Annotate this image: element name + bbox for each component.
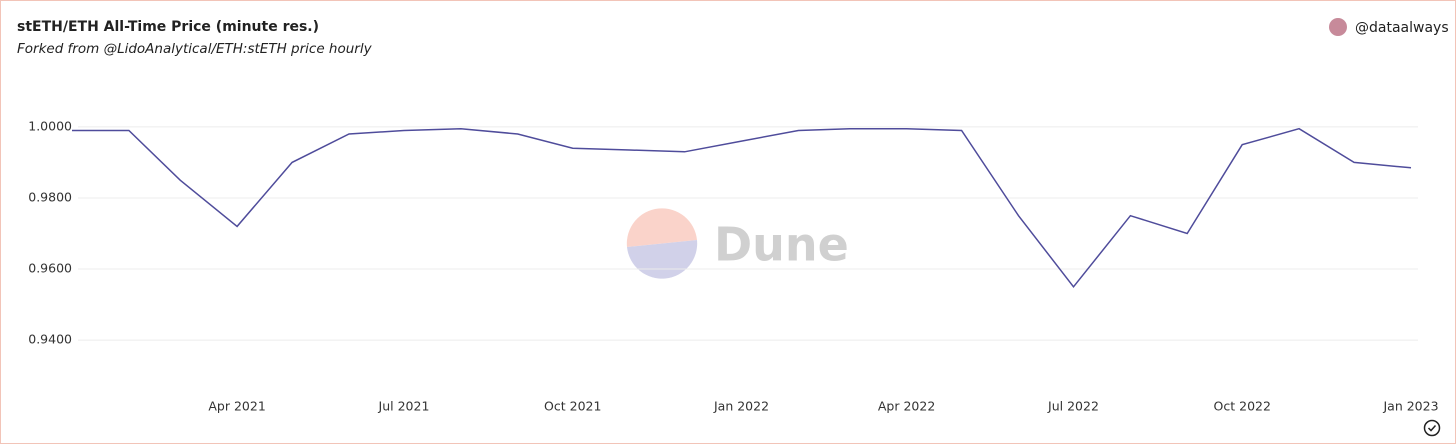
chart-title: stETH/ETH All-Time Price (minute res.)	[17, 19, 319, 35]
x-tick-label: Oct 2022	[1214, 399, 1271, 414]
x-tick-label: Jul 2022	[1047, 399, 1099, 414]
price-line	[72, 127, 1412, 289]
y-tick-label: 0.9400	[28, 332, 72, 347]
chart-subtitle: Forked from @LidoAnalytical/ETH:stETH pr…	[17, 41, 373, 57]
watermark-text: Dune	[714, 218, 849, 272]
x-tick-label: Jul 2021	[378, 399, 430, 414]
x-tick-label: Apr 2021	[208, 399, 265, 414]
author: @dataalways	[1355, 20, 1449, 36]
x-tick-label: Apr 2022	[878, 399, 935, 414]
x-tick-label: Oct 2021	[544, 399, 601, 414]
y-tick-label: 0.9600	[28, 261, 72, 276]
check-icon[interactable]	[1423, 419, 1441, 437]
watermark: Dune	[626, 208, 849, 279]
x-tick-label: Jan 2023	[1382, 399, 1438, 414]
y-tick-label: 0.9800	[28, 189, 72, 204]
x-tick-label: Jan 2022	[713, 399, 769, 414]
y-tick-label: 1.0000	[28, 118, 72, 133]
avatar	[1329, 18, 1347, 36]
